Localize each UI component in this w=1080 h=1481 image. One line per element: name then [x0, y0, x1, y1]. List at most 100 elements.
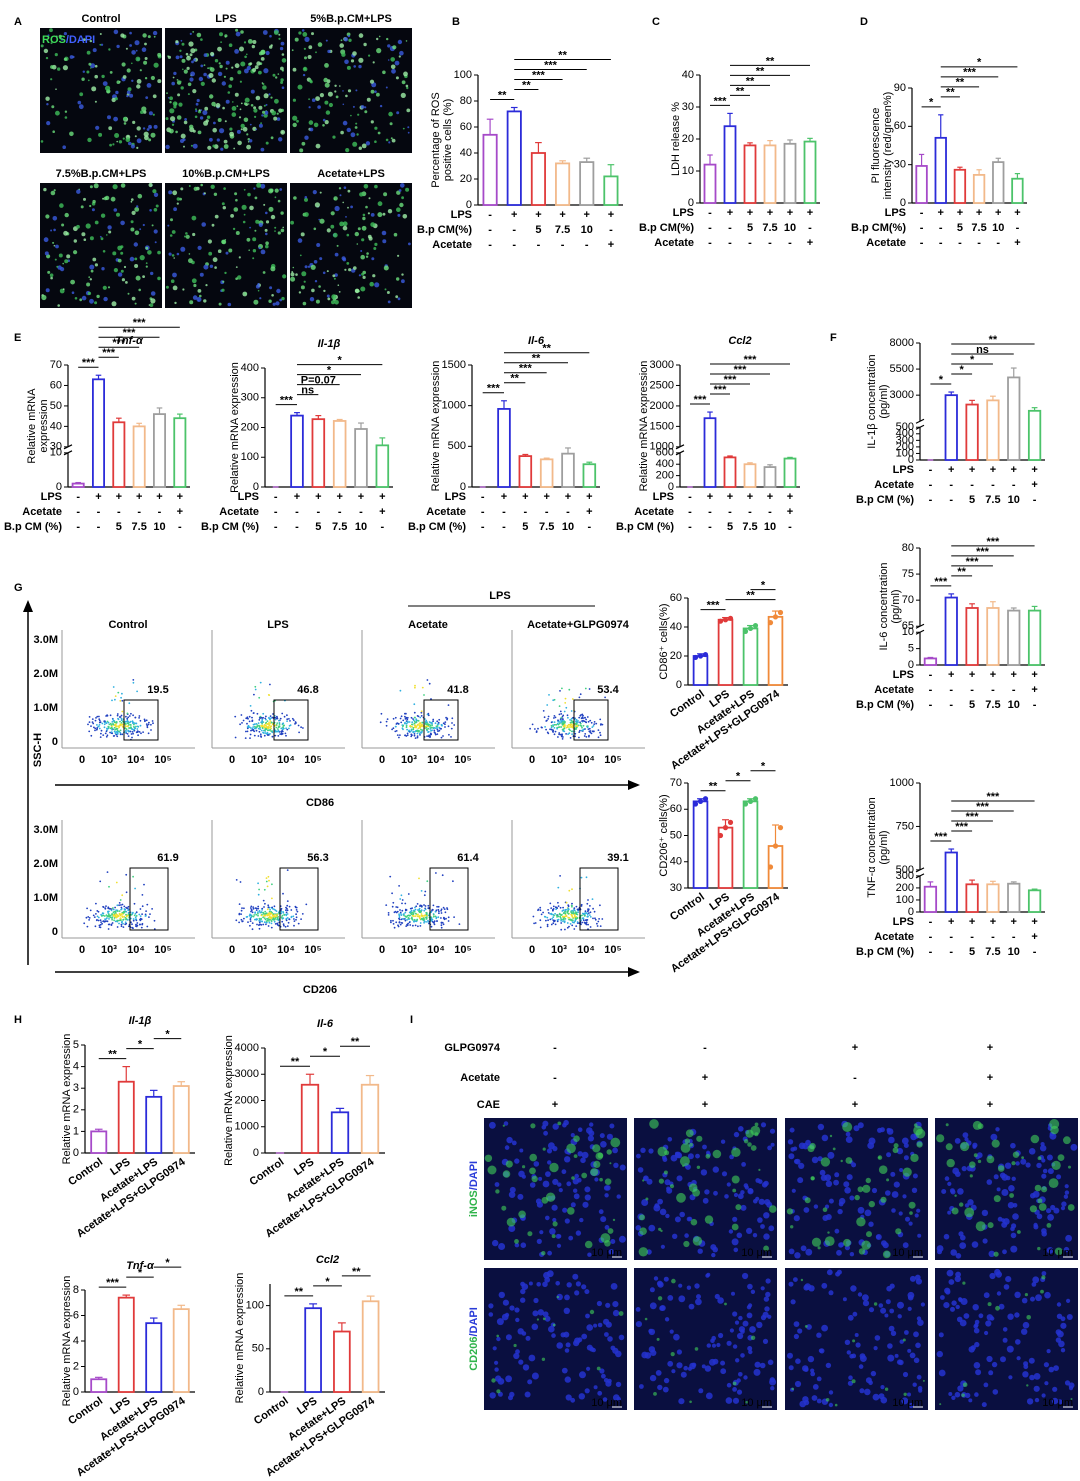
nucleus	[798, 1142, 806, 1150]
stain	[592, 1144, 601, 1153]
cell	[269, 286, 273, 290]
nucleus	[822, 1215, 829, 1221]
event	[118, 730, 120, 733]
cell	[342, 221, 348, 227]
condition-label: LPS	[893, 464, 914, 476]
bar	[333, 1330, 351, 1393]
y-tick-label: 200	[896, 441, 914, 453]
cell	[174, 102, 178, 106]
cell	[327, 49, 331, 54]
event	[255, 729, 258, 732]
event	[401, 899, 404, 901]
nucleus	[1056, 1174, 1062, 1180]
event	[420, 890, 423, 892]
condition-value: -	[1033, 699, 1037, 711]
condition-value: -	[991, 931, 995, 943]
condition-value: +	[1031, 479, 1037, 491]
cell	[260, 183, 266, 189]
event	[94, 727, 97, 730]
nucleus	[648, 1224, 656, 1232]
event	[561, 687, 563, 690]
nucleus	[851, 1162, 857, 1168]
event	[596, 925, 599, 927]
event	[116, 915, 119, 918]
cell	[363, 228, 365, 230]
event	[96, 715, 99, 718]
image-label: 5%B.p.CM+LPS	[310, 13, 392, 25]
cell	[63, 57, 67, 61]
nucleus	[879, 1127, 885, 1133]
event	[440, 724, 443, 726]
condition-value: 10	[1008, 699, 1020, 711]
cell	[347, 206, 349, 209]
cell	[224, 120, 227, 123]
cell	[94, 301, 98, 305]
event	[286, 720, 288, 722]
cell	[377, 131, 381, 135]
event	[440, 921, 443, 924]
cell	[187, 82, 192, 87]
event	[425, 913, 428, 916]
event	[91, 721, 94, 723]
event	[401, 909, 404, 912]
condition-value: +	[767, 207, 773, 219]
condition-value: -	[274, 491, 278, 503]
cell	[66, 254, 71, 259]
cell	[247, 103, 250, 105]
bar	[742, 627, 759, 686]
event	[119, 723, 122, 726]
row-label: CD206/DAPI	[468, 1307, 480, 1371]
event	[394, 716, 397, 719]
cell	[221, 81, 226, 86]
nucleus	[683, 1365, 688, 1371]
cell	[112, 143, 115, 146]
cell	[106, 234, 108, 236]
nucleus	[557, 1182, 562, 1187]
cell	[292, 67, 297, 72]
significance-label: P=0.07	[301, 375, 336, 387]
cell	[377, 212, 383, 218]
cell	[350, 114, 352, 117]
stain	[732, 1188, 737, 1193]
nucleus	[709, 1358, 716, 1366]
cell	[47, 34, 50, 37]
cell	[189, 32, 192, 36]
event	[582, 714, 584, 717]
event	[550, 907, 553, 909]
cell	[387, 209, 393, 214]
cell	[50, 190, 56, 196]
stain	[705, 1153, 711, 1159]
event	[566, 922, 569, 924]
cell	[242, 126, 248, 132]
event	[435, 909, 438, 912]
cell	[50, 78, 53, 81]
nucleus	[556, 1342, 563, 1349]
condition-label: Acetate	[874, 931, 914, 943]
event	[444, 721, 447, 723]
cell	[114, 97, 118, 101]
event	[249, 733, 252, 736]
nucleus	[663, 1276, 669, 1282]
condition-value: +	[948, 916, 954, 928]
cell	[254, 65, 259, 70]
event	[406, 923, 408, 926]
cell	[313, 227, 317, 231]
event	[258, 927, 261, 930]
cell	[319, 257, 323, 261]
event	[549, 728, 551, 731]
significance-label: ***	[724, 374, 738, 386]
event	[562, 920, 564, 923]
nucleus	[717, 1297, 724, 1304]
event	[441, 874, 444, 877]
cell	[387, 44, 391, 48]
event	[267, 925, 270, 927]
y-axis-label: PI fluorescence	[870, 108, 882, 184]
bar	[723, 456, 737, 488]
event	[574, 735, 576, 738]
event	[240, 918, 243, 921]
event	[265, 880, 268, 883]
cell	[322, 124, 325, 127]
nucleus	[849, 1252, 855, 1257]
cell	[273, 30, 279, 35]
cell	[260, 122, 262, 124]
